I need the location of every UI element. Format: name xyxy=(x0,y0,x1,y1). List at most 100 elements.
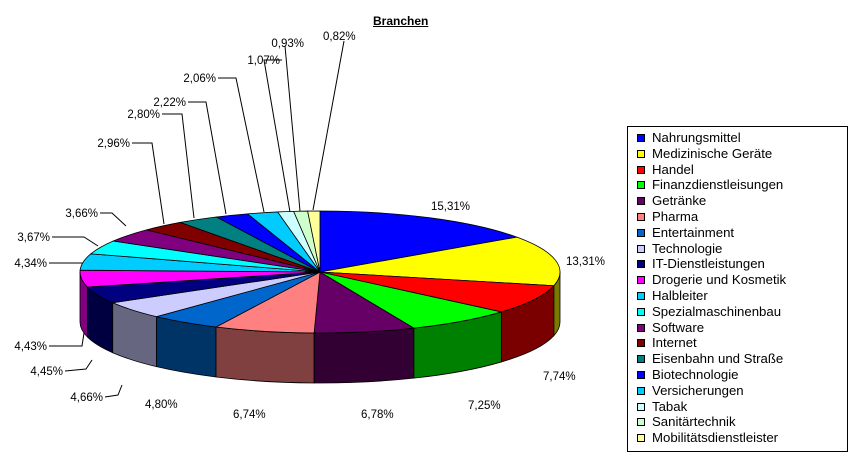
pie-slice-0 xyxy=(319,210,519,273)
legend-swatch-7 xyxy=(637,244,645,253)
legend-label-2: Handel xyxy=(652,161,694,177)
legend-label-5: Pharma xyxy=(652,208,699,224)
data-label-3: 7,25% xyxy=(468,400,501,412)
legend-item-14: Eisenbahn und Straße xyxy=(637,351,847,367)
legend-swatch-13 xyxy=(637,339,645,348)
legend-label-10: Halbleiter xyxy=(652,287,708,303)
legend-label-4: Getränke xyxy=(652,193,707,209)
legend-label-6: Entertainment xyxy=(652,224,735,240)
leader-line-9 xyxy=(49,332,85,347)
legend-swatch-14 xyxy=(637,355,645,364)
legend-item-15: Biotechnologie xyxy=(637,366,847,383)
pie-tops xyxy=(79,210,561,334)
legend-swatch-4 xyxy=(637,197,645,206)
legend-item-4: Getränke xyxy=(637,193,847,209)
legend-swatch-12 xyxy=(637,323,645,332)
data-labels: 15,31% 13,31% 7,74% 7,25% 6,78% 6,74% 4,80% 4,6… xyxy=(14,31,605,421)
legend-label-19: Mobilitätsdienstleister xyxy=(652,430,779,446)
legend-item-3: Finanzdienstleisungen xyxy=(637,177,847,193)
legend-swatch-6 xyxy=(637,228,645,237)
legend-item-18: Sanitärtechnik xyxy=(637,414,847,430)
legend-label-0: Nahrungsmittel xyxy=(652,130,741,145)
legend-label-1: Medizinische Geräte xyxy=(652,145,773,161)
legend-label-8: IT-Dienstleistungen xyxy=(652,256,765,272)
legend-item-6: Entertainment xyxy=(637,224,847,241)
legend-swatch-3 xyxy=(637,181,645,190)
legend-swatch-0 xyxy=(637,134,645,142)
data-label-1: 13,31% xyxy=(566,256,605,268)
legend-label-14: Eisenbahn und Straße xyxy=(652,351,784,367)
data-label-16: 2,06% xyxy=(183,73,216,85)
data-label-18: 0,93% xyxy=(271,38,304,50)
legend-label-9: Drogerie und Kosmetik xyxy=(652,272,787,288)
legend: Nahrungsmittel Medizinische Geräte Handel F… xyxy=(627,126,848,452)
pie-slice-side-5 xyxy=(215,326,315,384)
data-label-17: 1,07% xyxy=(247,55,280,67)
legend-label-18: Sanitärtechnik xyxy=(652,414,736,430)
data-label-10: 4,34% xyxy=(14,258,47,270)
legend-label-13: Internet xyxy=(652,335,697,351)
legend-item-5: Pharma xyxy=(637,208,847,225)
legend-swatch-10 xyxy=(637,291,645,300)
data-label-8: 4,45% xyxy=(30,366,63,378)
leader-line-12 xyxy=(100,212,127,227)
legend-label-7: Technologie xyxy=(652,240,723,256)
leader-line-11 xyxy=(52,236,99,247)
legend-swatch-9 xyxy=(637,276,645,285)
legend-item-0: Nahrungsmittel xyxy=(637,130,847,146)
legend-label-17: Tabak xyxy=(652,398,688,414)
legend-label-11: Spezialmaschinenbau xyxy=(652,303,782,319)
legend-item-19: Mobilitätsdienstleister xyxy=(637,430,847,446)
legend-swatch-8 xyxy=(637,260,645,269)
pie-sides xyxy=(79,271,561,384)
legend-item-12: Software xyxy=(637,319,847,336)
leader-line-19 xyxy=(312,40,345,211)
data-label-6: 4,80% xyxy=(145,399,178,411)
legend-item-11: Spezialmaschinenbau xyxy=(637,303,847,320)
chart-title: Branchen xyxy=(373,14,429,28)
legend-swatch-5 xyxy=(637,212,645,221)
leader-line-17 xyxy=(263,59,291,213)
data-label-12: 3,66% xyxy=(65,208,98,220)
legend-label-12: Software xyxy=(652,319,705,335)
leader-line-8 xyxy=(64,359,93,372)
legend-item-7: Technologie xyxy=(637,240,847,257)
leader-line-16 xyxy=(218,77,265,213)
legend-swatch-2 xyxy=(637,165,645,174)
leader-line-15 xyxy=(188,101,227,215)
data-label-15: 2,22% xyxy=(153,97,186,109)
pie-slice-1 xyxy=(319,236,561,287)
legend-swatch-19 xyxy=(637,434,645,443)
legend-swatch-1 xyxy=(637,149,645,158)
pie-slice-19 xyxy=(307,210,321,273)
legend-swatch-16 xyxy=(637,386,645,395)
legend-item-17: Tabak xyxy=(637,398,847,415)
data-label-2: 7,74% xyxy=(543,371,576,383)
legend-item-10: Halbleiter xyxy=(637,287,847,304)
data-label-19: 0,82% xyxy=(323,31,356,43)
pie-slice-3 xyxy=(319,271,502,329)
leader-line-18 xyxy=(284,45,301,212)
legend-swatch-15 xyxy=(637,370,645,379)
pie-slice-side-4 xyxy=(313,327,415,384)
leader-line-13 xyxy=(132,142,165,225)
legend-swatch-18 xyxy=(637,418,645,427)
data-label-4: 6,78% xyxy=(361,409,394,421)
leader-line-14 xyxy=(162,113,195,219)
legend-label-3: Finanzdienstleisungen xyxy=(652,177,784,193)
legend-item-1: Medizinische Geräte xyxy=(637,145,847,162)
data-label-5: 6,74% xyxy=(233,409,266,421)
data-label-11: 3,67% xyxy=(17,232,50,244)
legend-item-8: IT-Dienstleistungen xyxy=(637,256,847,272)
leader-line-7 xyxy=(104,384,123,398)
data-label-9: 4,43% xyxy=(14,341,47,353)
legend-label-15: Biotechnologie xyxy=(652,366,739,382)
legend-swatch-11 xyxy=(637,307,645,316)
data-label-14: 2,80% xyxy=(127,109,160,121)
data-label-13: 2,96% xyxy=(97,138,130,150)
legend-label-16: Versicherungen xyxy=(652,382,744,398)
legend-item-16: Versicherungen xyxy=(637,382,847,399)
data-label-0: 15,31% xyxy=(431,201,470,213)
pie-slice-2 xyxy=(319,271,555,313)
